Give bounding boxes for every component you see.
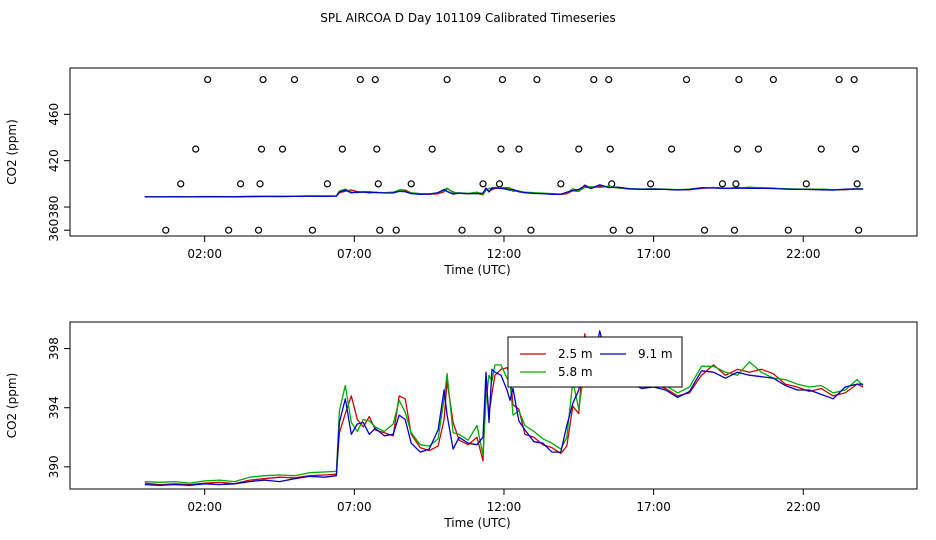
scatter-point: [606, 145, 614, 153]
x-tick-label: 07:00: [337, 247, 372, 261]
scatter-point: [374, 180, 382, 188]
scatter-point: [590, 75, 598, 84]
x-tick-label: 02:00: [187, 247, 222, 261]
scatter-point: [533, 75, 541, 84]
y-tick-label: 380: [47, 196, 61, 219]
y-tick-label: 420: [47, 149, 61, 172]
scatter-point: [735, 75, 743, 84]
scatter-point: [769, 75, 777, 84]
scatter-point: [356, 75, 364, 84]
scatter-point: [256, 180, 264, 188]
scatter-point: [458, 226, 466, 234]
x-tick-label: 17:00: [636, 500, 671, 514]
scatter-point: [373, 145, 381, 153]
scatter-point: [835, 75, 843, 84]
scatter-point: [494, 226, 502, 234]
scatter-point: [290, 75, 299, 84]
scatter-point: [850, 75, 858, 84]
scatter-point: [495, 180, 504, 188]
scatter-point: [257, 145, 266, 153]
scatter-point: [497, 145, 505, 153]
scatter-point: [647, 180, 655, 188]
scatter-point: [428, 145, 436, 153]
scatter-point: [733, 145, 742, 153]
bottom-panel: 02:00 07:00 12:00 17:00 22:00 390 394 398 Time (…: [5, 321, 918, 530]
scatter-point: [192, 145, 200, 153]
y-tick-label: 390: [47, 455, 61, 478]
y-tick-label: 398: [47, 337, 61, 360]
legend-entry-label: 9.1 m: [638, 347, 673, 361]
x-tick-label: 22:00: [786, 500, 821, 514]
series-line-9-1-m: [144, 184, 864, 198]
x-tick-label: 02:00: [187, 500, 222, 514]
scatter-point: [605, 75, 613, 84]
plot-frame: [69, 67, 918, 237]
x-tick-label: 07:00: [337, 500, 372, 514]
x-tick-label: 17:00: [636, 247, 671, 261]
scatter-point: [162, 226, 170, 234]
scatter-point: [498, 75, 507, 84]
y-axis-label: CO2 (ppm): [5, 119, 19, 185]
x-tick-label: 12:00: [487, 247, 522, 261]
legend-entry-label: 2.5 m: [558, 347, 593, 361]
scatter-point: [784, 226, 792, 234]
scatter-point: [852, 145, 860, 153]
scatter-point: [853, 180, 861, 188]
scatter-point: [376, 226, 384, 234]
legend: 2.5 m 5.8 m 9.1 m: [507, 336, 683, 388]
scatter-point: [308, 226, 317, 234]
scatter-point: [177, 180, 185, 188]
scatter-point: [225, 226, 233, 234]
scatter-point: [515, 145, 523, 153]
series-line-9-1-m: [144, 330, 864, 486]
scatter-point: [338, 145, 346, 153]
scatter-point: [575, 145, 583, 153]
y-axis-label: CO2 (ppm): [5, 373, 19, 439]
scatter-point: [259, 75, 267, 84]
x-axis-label: Time (UTC): [443, 263, 510, 277]
scatter-point: [609, 226, 617, 234]
scatter-point: [855, 226, 863, 234]
scatter-point: [479, 180, 487, 188]
scatter-point: [323, 180, 331, 188]
scatter-point: [407, 180, 415, 188]
y-tick-label: 360: [47, 219, 61, 242]
x-axis-label: Time (UTC): [443, 516, 510, 530]
scatter-point: [718, 180, 727, 188]
y-tick-label: 460: [47, 103, 61, 126]
scatter-point: [732, 180, 740, 188]
chart-title: SPL AIRCOA D Day 101109 Calibrated Times…: [320, 11, 615, 25]
legend-entry-label: 5.8 m: [558, 365, 593, 379]
series-line-2-5-m: [144, 333, 864, 486]
scatter-point: [371, 75, 379, 84]
scatter-point: [557, 180, 565, 188]
x-tick-label: 22:00: [786, 247, 821, 261]
scatter-point: [527, 226, 535, 234]
scatter-point: [392, 226, 400, 234]
scatter-point: [667, 145, 676, 153]
scatter-point: [817, 145, 825, 153]
scatter-point: [682, 75, 691, 84]
y-tick-label: 394: [47, 396, 61, 419]
scatter-point: [278, 145, 287, 153]
scatter-point: [754, 145, 762, 153]
scatter-point: [700, 226, 709, 234]
scatter-point: [443, 75, 451, 84]
scatter-point: [730, 226, 739, 234]
scatter-point: [204, 75, 212, 84]
scatter-point: [626, 226, 634, 234]
scatter-point: [802, 180, 810, 188]
scatter-point: [236, 180, 245, 188]
plot-frame: [69, 321, 918, 490]
legend-box: [507, 336, 683, 388]
x-tick-label: 12:00: [487, 500, 522, 514]
series-line-2-5-m: [144, 184, 864, 198]
scatter-point: [254, 226, 263, 234]
